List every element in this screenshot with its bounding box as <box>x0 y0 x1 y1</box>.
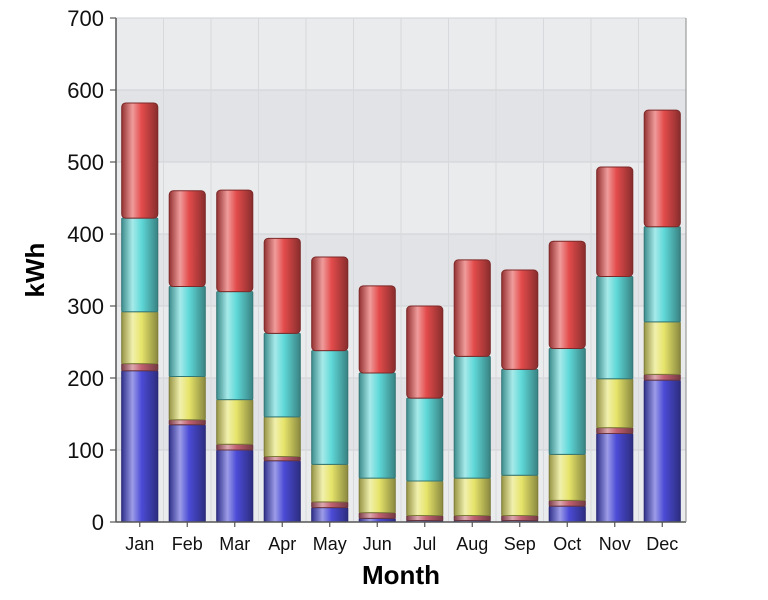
x-tick-label-dec: Dec <box>646 534 678 554</box>
y-tick-label: 700 <box>67 6 104 31</box>
x-tick-label-aug: Aug <box>456 534 488 554</box>
x-tick-label-oct: Oct <box>553 534 581 554</box>
x-tick-label-mar: Mar <box>219 534 250 554</box>
bar-segment-may-s4 <box>311 350 349 465</box>
bar-segment-jan-s1 <box>121 370 159 523</box>
bar-segment-dec-s1 <box>643 379 681 523</box>
bar-segment-jun-s5 <box>358 285 396 374</box>
y-tick-label: 600 <box>67 78 104 103</box>
bar-segment-mar-s2 <box>216 443 254 451</box>
bar-segment-mar-s3 <box>216 399 254 445</box>
bar-segment-jul-s5 <box>406 305 444 399</box>
bar-segment-may-s5 <box>311 256 349 352</box>
bar-segment-jul-s3 <box>406 480 444 517</box>
bar-segment-oct-s4 <box>548 347 586 455</box>
bar-segment-dec-s4 <box>643 226 681 323</box>
bar-segment-nov-s2 <box>596 427 634 434</box>
bar-segment-sep-s5 <box>501 269 539 370</box>
bar-segment-jan-s4 <box>121 217 159 313</box>
y-tick-label: 300 <box>67 294 104 319</box>
x-tick-label-jan: Jan <box>125 534 154 554</box>
x-tick-label-nov: Nov <box>599 534 631 554</box>
bar-segment-mar-s1 <box>216 449 254 523</box>
y-tick-label: 200 <box>67 366 104 391</box>
bar-segment-oct-s5 <box>548 240 586 349</box>
bar-segment-mar-s5 <box>216 189 254 293</box>
bar-segment-sep-s2 <box>501 515 539 522</box>
bar-segment-mar-s4 <box>216 291 254 401</box>
x-tick-label-apr: Apr <box>268 534 296 554</box>
x-tick-labels: Jan Feb Mar Apr May Jun Jul Aug Sep Oct Nov Dec <box>125 534 678 554</box>
bar-segment-nov-s4 <box>596 275 634 380</box>
bar-segment-aug-s2 <box>453 515 491 522</box>
x-tick-label-jul: Jul <box>413 534 436 554</box>
x-tick-label-sep: Sep <box>504 534 536 554</box>
bar-segment-jul-s4 <box>406 397 444 482</box>
bar-segment-apr-s1 <box>263 460 301 523</box>
bar-segment-jun-s3 <box>358 477 396 514</box>
bar-segment-sep-s4 <box>501 368 539 476</box>
y-tick-label: 400 <box>67 222 104 247</box>
bar-segment-jan-s2 <box>121 363 159 372</box>
axes <box>110 17 687 527</box>
bars <box>121 102 681 523</box>
x-tick-label-jun: Jun <box>363 534 392 554</box>
y-tick-label: 500 <box>67 150 104 175</box>
bar-segment-jul-s2 <box>406 515 444 522</box>
bar-segment-may-s2 <box>311 501 349 509</box>
bar-segment-sep-s3 <box>501 474 539 517</box>
bar-segment-oct-s1 <box>548 505 586 523</box>
bar-segment-dec-s3 <box>643 321 681 375</box>
bar-segment-jan-s3 <box>121 311 159 365</box>
bar-segment-jun-s4 <box>358 372 396 479</box>
bar-segment-jun-s2 <box>358 512 396 519</box>
bar-segment-oct-s3 <box>548 453 586 501</box>
bar-segment-may-s1 <box>311 507 349 523</box>
y-tick-label: 100 <box>67 438 104 463</box>
bar-segment-apr-s2 <box>263 455 301 462</box>
bar-segment-aug-s3 <box>453 477 491 517</box>
x-tick-label-may: May <box>313 534 347 554</box>
bar-segment-feb-s1 <box>168 424 206 523</box>
bar-segment-dec-s5 <box>643 109 681 228</box>
y-axis-title: kWh <box>20 243 50 298</box>
bar-segment-nov-s3 <box>596 378 634 429</box>
y-tick-labels: 0 100 200 300 400 500 600 700 <box>67 6 104 535</box>
y-tick-label: 0 <box>92 510 104 535</box>
bar-segment-dec-s2 <box>643 373 681 381</box>
bar-segment-nov-s5 <box>596 166 634 277</box>
bar-segment-oct-s2 <box>548 499 586 507</box>
bar-segment-aug-s4 <box>453 355 491 479</box>
bar-segment-nov-s1 <box>596 432 634 523</box>
bar-segment-apr-s3 <box>263 416 301 457</box>
bar-segment-may-s3 <box>311 463 349 503</box>
x-tick-label-feb: Feb <box>172 534 203 554</box>
bar-segment-feb-s2 <box>168 419 206 426</box>
bar-segment-feb-s3 <box>168 376 206 421</box>
bar-segment-aug-s5 <box>453 259 491 357</box>
bar-segment-apr-s4 <box>263 332 301 418</box>
bar-segment-feb-s5 <box>168 190 206 288</box>
bar-segment-feb-s4 <box>168 286 206 378</box>
bar-segment-jan-s5 <box>121 102 159 219</box>
x-axis-title: Month <box>362 560 440 590</box>
bar-segment-apr-s5 <box>263 237 301 334</box>
